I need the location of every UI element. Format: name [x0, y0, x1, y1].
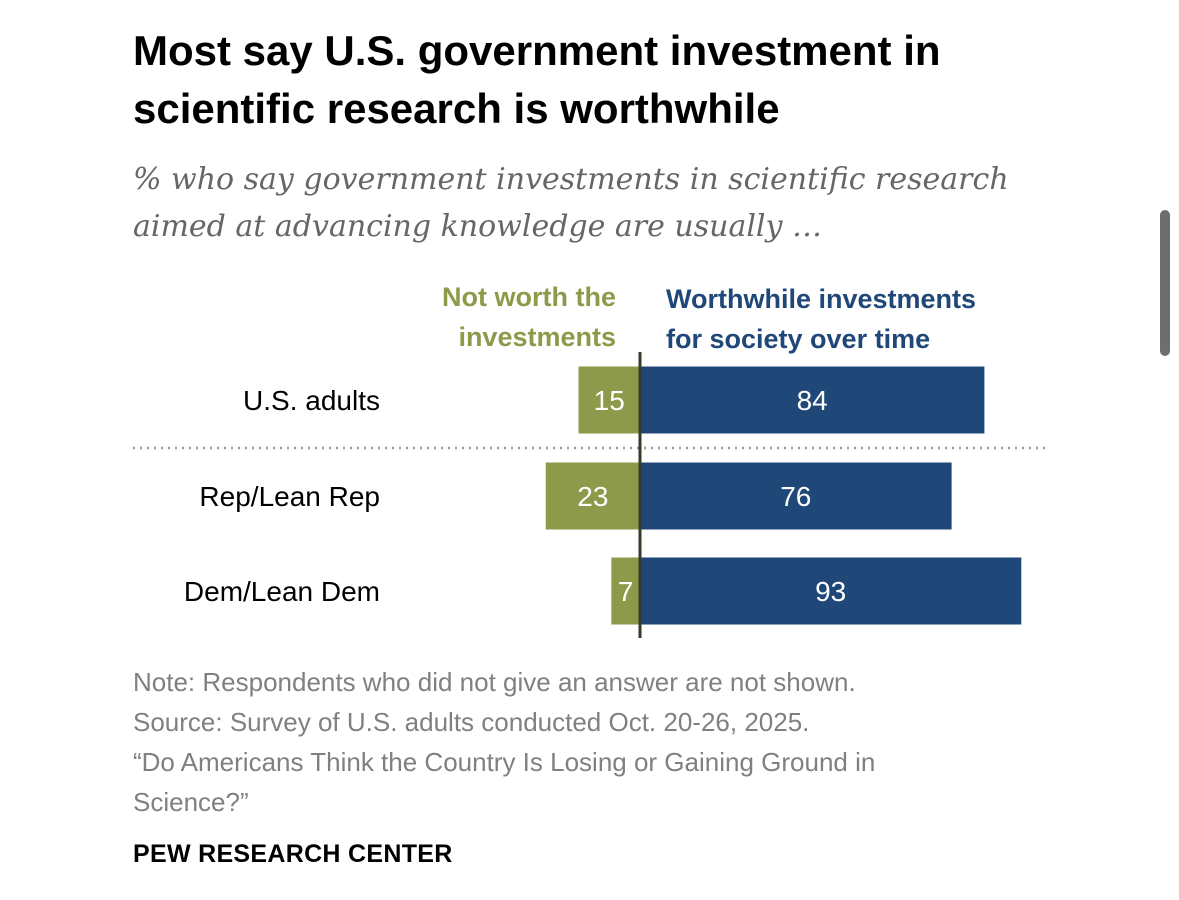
diverging-bar-chart: Not worth the investments Worthwhile inves… — [133, 282, 1050, 638]
source-line: Source: Survey of U.S. adults conducted … — [133, 707, 810, 737]
pew-research-center-logo: PEW RESEARCH CENTER — [133, 840, 453, 868]
bar-worthwhile — [640, 557, 1022, 625]
bar-worthwhile — [640, 462, 952, 530]
chart-subtitle: % who say government investments in scie… — [133, 162, 1009, 244]
category-label: U.S. adults — [243, 385, 380, 416]
bar-not-worth-value: 23 — [577, 481, 608, 512]
bar-worthwhile-value: 76 — [780, 481, 811, 512]
legend-not-worth-label: investments — [458, 322, 616, 352]
bar-not-worth-value: 7 — [618, 576, 634, 607]
bar-not-worth — [611, 557, 640, 625]
chart-title: Most say U.S. government investment in s… — [133, 27, 941, 132]
category-label: Rep/Lean Rep — [199, 481, 380, 512]
report-title-line-continued: Science?” — [133, 787, 249, 817]
bar-worthwhile-value: 84 — [797, 385, 828, 416]
report-title-line: “Do Americans Think the Country Is Losin… — [133, 747, 876, 777]
vertical-scrollbar[interactable] — [1160, 210, 1170, 356]
chart-note: Note: Respondents who did not give an an… — [133, 662, 1033, 822]
category-label: Dem/Lean Dem — [184, 576, 380, 607]
bar-not-worth — [545, 462, 640, 530]
legend-not-worth-label: Not worth the — [442, 282, 616, 312]
bar-not-worth-value: 15 — [594, 385, 625, 416]
legend-worthwhile-label: for society over time — [666, 324, 930, 354]
note-line: Note: Respondents who did not give an an… — [133, 667, 856, 697]
bar-worthwhile-value: 93 — [815, 576, 846, 607]
bar-worthwhile — [640, 366, 985, 434]
legend-worthwhile-label: Worthwhile investments — [666, 284, 976, 314]
bar-not-worth — [578, 366, 640, 434]
